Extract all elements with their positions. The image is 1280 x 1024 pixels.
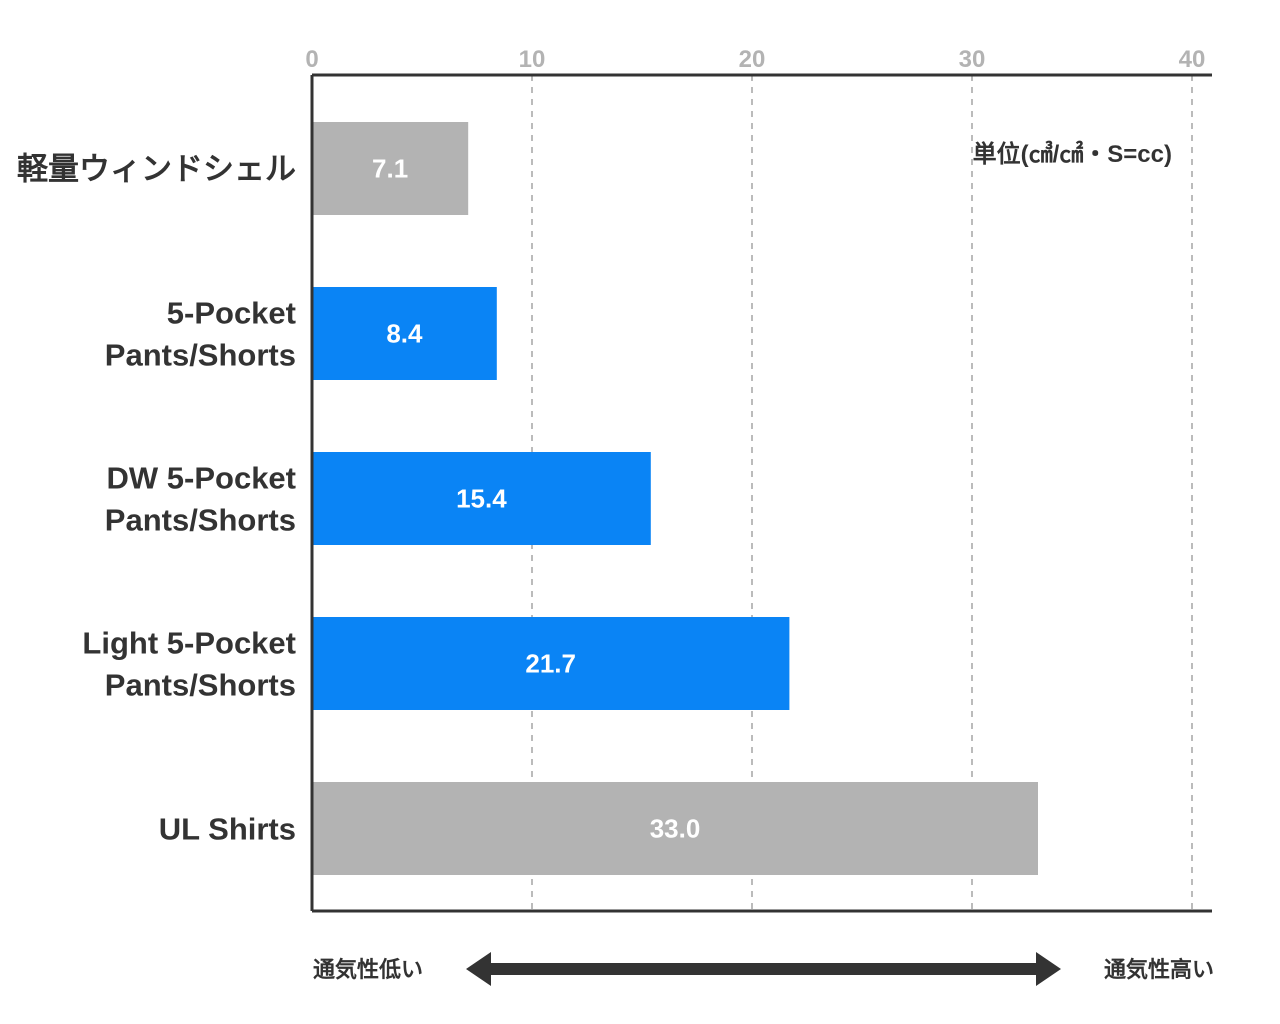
category-label: Pants/Shorts xyxy=(105,503,296,538)
bar xyxy=(312,122,469,215)
bar xyxy=(312,617,790,710)
category-label: Light 5-Pocket xyxy=(82,626,296,661)
unit-label: 単位(㎤/㎠・S=cc) xyxy=(973,140,1172,168)
bar-value-label: 7.1 xyxy=(372,154,408,184)
bar-value-label: 8.4 xyxy=(386,319,423,349)
x-tick-label: 20 xyxy=(739,46,766,73)
bar xyxy=(312,782,1038,875)
category-label: Pants/Shorts xyxy=(105,338,296,373)
bar-value-labels: 7.1 8.4 15.4 21.7 33.0 xyxy=(372,154,700,844)
x-tick-label: 30 xyxy=(959,46,986,73)
x-tick-label: 40 xyxy=(1179,46,1206,73)
double-arrow-icon xyxy=(466,952,1061,986)
arrow-left-label: 通気性低い xyxy=(313,957,423,982)
axes xyxy=(310,73,1212,913)
category-labels: 軽量ウィンドシェル 5-Pocket Pants/Shorts DW 5-Pocket… xyxy=(17,152,296,847)
x-tick-label: 0 xyxy=(305,46,318,73)
bar-value-label: 33.0 xyxy=(650,814,701,844)
bar-value-label: 21.7 xyxy=(525,649,576,679)
category-label: UL Shirts xyxy=(159,812,296,847)
x-tick-label: 10 xyxy=(519,46,546,73)
bar xyxy=(312,452,651,545)
permeability-arrow: 通気性低い 通気性高い xyxy=(313,952,1214,986)
category-label: DW 5-Pocket xyxy=(107,461,296,496)
category-label: 5-Pocket xyxy=(167,296,296,331)
bars xyxy=(312,122,1038,875)
bar-value-label: 15.4 xyxy=(456,484,507,514)
category-label: Pants/Shorts xyxy=(105,668,296,703)
arrow-right-label: 通気性高い xyxy=(1104,957,1214,982)
category-label: 軽量ウィンドシェル xyxy=(17,152,296,187)
tick-labels: 0 10 20 30 40 xyxy=(305,46,1205,73)
grid-lines xyxy=(531,75,1193,911)
bar xyxy=(312,287,497,380)
